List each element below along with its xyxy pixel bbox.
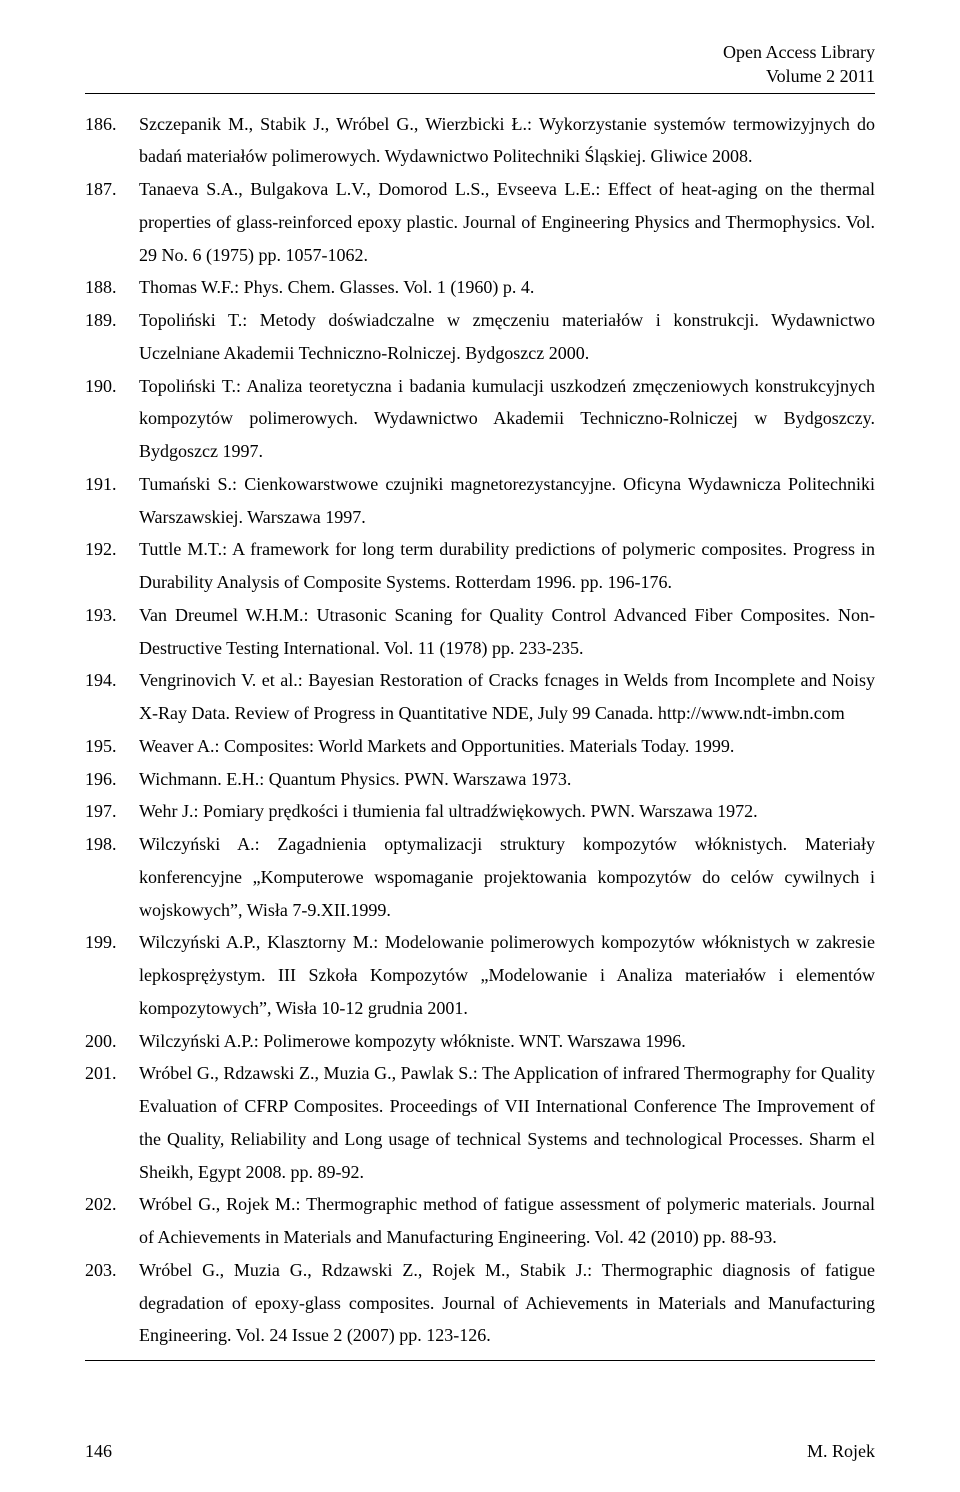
reference-item: 186.Szczepanik M., Stabik J., Wróbel G.,… [85,108,875,174]
reference-text: Wehr J.: Pomiary prędkości i tłumienia f… [139,795,875,828]
running-header: Open Access Library Volume 2 2011 [85,40,875,89]
footer: 146 M. Rojek [85,1441,875,1462]
reference-number: 198. [85,828,139,926]
reference-text: Van Dreumel W.H.M.: Utrasonic Scaning fo… [139,599,875,665]
reference-number: 189. [85,304,139,370]
header-line-2: Volume 2 2011 [85,64,875,88]
reference-text: Tuttle M.T.: A framework for long term d… [139,533,875,599]
reference-number: 188. [85,271,139,304]
reference-number: 196. [85,763,139,796]
reference-number: 192. [85,533,139,599]
reference-item: 199.Wilczyński A.P., Klasztorny M.: Mode… [85,926,875,1024]
top-rule [85,93,875,94]
reference-item: 192.Tuttle M.T.: A framework for long te… [85,533,875,599]
reference-text: Wilczyński A.P., Klasztorny M.: Modelowa… [139,926,875,1024]
reference-item: 191.Tumański S.: Cienkowarstwowe czujnik… [85,468,875,534]
reference-number: 194. [85,664,139,730]
reference-item: 190.Topoliński T.: Analiza teoretyczna i… [85,370,875,468]
reference-item: 189.Topoliński T.: Metody doświadczalne … [85,304,875,370]
reference-item: 187.Tanaeva S.A., Bulgakova L.V., Domoro… [85,173,875,271]
reference-text: Wichmann. E.H.: Quantum Physics. PWN. Wa… [139,763,875,796]
reference-item: 198.Wilczyński A.: Zagadnienia optymaliz… [85,828,875,926]
reference-number: 190. [85,370,139,468]
bottom-rule [85,1360,875,1361]
reference-text: Wróbel G., Muzia G., Rdzawski Z., Rojek … [139,1254,875,1352]
reference-item: 203.Wróbel G., Muzia G., Rdzawski Z., Ro… [85,1254,875,1352]
reference-item: 188.Thomas W.F.: Phys. Chem. Glasses. Vo… [85,271,875,304]
reference-text: Vengrinovich V. et al.: Bayesian Restora… [139,664,875,730]
reference-number: 202. [85,1188,139,1254]
reference-item: 194.Vengrinovich V. et al.: Bayesian Res… [85,664,875,730]
reference-item: 193.Van Dreumel W.H.M.: Utrasonic Scanin… [85,599,875,665]
reference-item: 201.Wróbel G., Rdzawski Z., Muzia G., Pa… [85,1057,875,1188]
reference-number: 203. [85,1254,139,1352]
reference-text: Wilczyński A.: Zagadnienia optymalizacji… [139,828,875,926]
reference-number: 187. [85,173,139,271]
reference-number: 186. [85,108,139,174]
header-line-1: Open Access Library [85,40,875,64]
reference-text: Topoliński T.: Analiza teoretyczna i bad… [139,370,875,468]
reference-text: Tumański S.: Cienkowarstwowe czujniki ma… [139,468,875,534]
reference-number: 199. [85,926,139,1024]
reference-number: 191. [85,468,139,534]
reference-item: 202.Wróbel G., Rojek M.: Thermographic m… [85,1188,875,1254]
reference-number: 195. [85,730,139,763]
reference-text: Szczepanik M., Stabik J., Wróbel G., Wie… [139,108,875,174]
reference-text: Thomas W.F.: Phys. Chem. Glasses. Vol. 1… [139,271,875,304]
reference-item: 197.Wehr J.: Pomiary prędkości i tłumien… [85,795,875,828]
reference-text: Wilczyński A.P.: Polimerowe kompozyty wł… [139,1025,875,1058]
reference-text: Weaver A.: Composites: World Markets and… [139,730,875,763]
reference-item: 196.Wichmann. E.H.: Quantum Physics. PWN… [85,763,875,796]
reference-number: 193. [85,599,139,665]
reference-number: 200. [85,1025,139,1058]
reference-text: Wróbel G., Rdzawski Z., Muzia G., Pawlak… [139,1057,875,1188]
reference-text: Topoliński T.: Metody doświadczalne w zm… [139,304,875,370]
footer-author: M. Rojek [807,1441,875,1462]
page-number: 146 [85,1441,112,1462]
reference-text: Wróbel G., Rojek M.: Thermographic metho… [139,1188,875,1254]
reference-number: 197. [85,795,139,828]
reference-item: 200.Wilczyński A.P.: Polimerowe kompozyt… [85,1025,875,1058]
reference-item: 195.Weaver A.: Composites: World Markets… [85,730,875,763]
reference-list: 186.Szczepanik M., Stabik J., Wróbel G.,… [85,108,875,1353]
page: Open Access Library Volume 2 2011 186.Sz… [0,0,960,1492]
reference-number: 201. [85,1057,139,1188]
reference-text: Tanaeva S.A., Bulgakova L.V., Domorod L.… [139,173,875,271]
